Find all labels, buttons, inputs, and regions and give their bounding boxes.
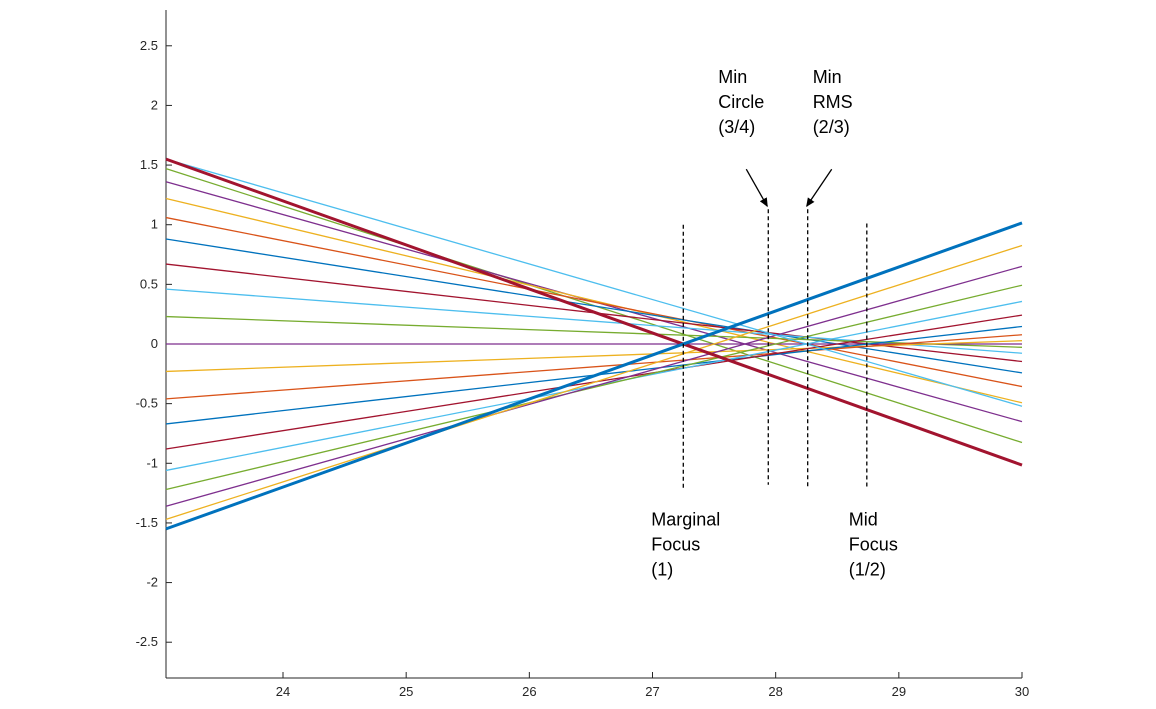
ray-line-17 (165, 158, 1023, 407)
marginal-focus-label: Focus (651, 535, 700, 555)
ray-line-16 (165, 244, 1023, 520)
mid-focus-label: Focus (849, 535, 898, 555)
mid-focus-label: Mid (849, 510, 878, 530)
y-tick-label: 2 (151, 97, 158, 112)
min-rms-label: Min (813, 67, 842, 87)
ray-line-14 (165, 284, 1023, 491)
ray-line-15 (165, 265, 1023, 507)
y-tick-label: 2.5 (140, 38, 158, 53)
x-tick-label: 25 (399, 684, 413, 699)
mid-focus-label: (1/2) (849, 560, 886, 580)
y-tick-label: 0.5 (140, 276, 158, 291)
min-circle-label: Min (718, 67, 747, 87)
ray-line-2 (165, 197, 1023, 404)
min-circle-label: (3/4) (718, 117, 755, 137)
min-rms-label: (2/3) (813, 117, 850, 137)
ray-line-10 (165, 334, 1023, 400)
x-tick-label: 30 (1015, 684, 1029, 699)
ray-line-bold-0 (165, 157, 1023, 467)
min-circle-label: Circle (718, 92, 764, 112)
x-tick-label: 24 (276, 684, 290, 699)
y-tick-label: -1 (146, 455, 158, 470)
ray-line-4 (165, 238, 1023, 374)
ray-line-bold-1 (165, 221, 1023, 531)
x-tick-label: 27 (645, 684, 659, 699)
min-rms-label: RMS (813, 92, 853, 112)
x-tick-label: 28 (768, 684, 782, 699)
x-tick-label: 29 (892, 684, 906, 699)
x-tick-label: 26 (522, 684, 536, 699)
ray-line-3 (165, 216, 1023, 388)
y-tick-label: -2 (146, 575, 158, 590)
y-tick-label: -0.5 (136, 396, 158, 411)
y-tick-label: -1.5 (136, 515, 158, 530)
min-rms-arrow (806, 168, 833, 208)
y-tick-label: 1.5 (140, 157, 158, 172)
min-circle-arrow (745, 168, 768, 208)
y-tick-label: -2.5 (136, 634, 158, 649)
marginal-focus-label: (1) (651, 560, 673, 580)
marginal-focus-label: Marginal (651, 510, 720, 530)
y-tick-label: 1 (151, 217, 158, 232)
y-tick-label: 0 (151, 336, 158, 351)
